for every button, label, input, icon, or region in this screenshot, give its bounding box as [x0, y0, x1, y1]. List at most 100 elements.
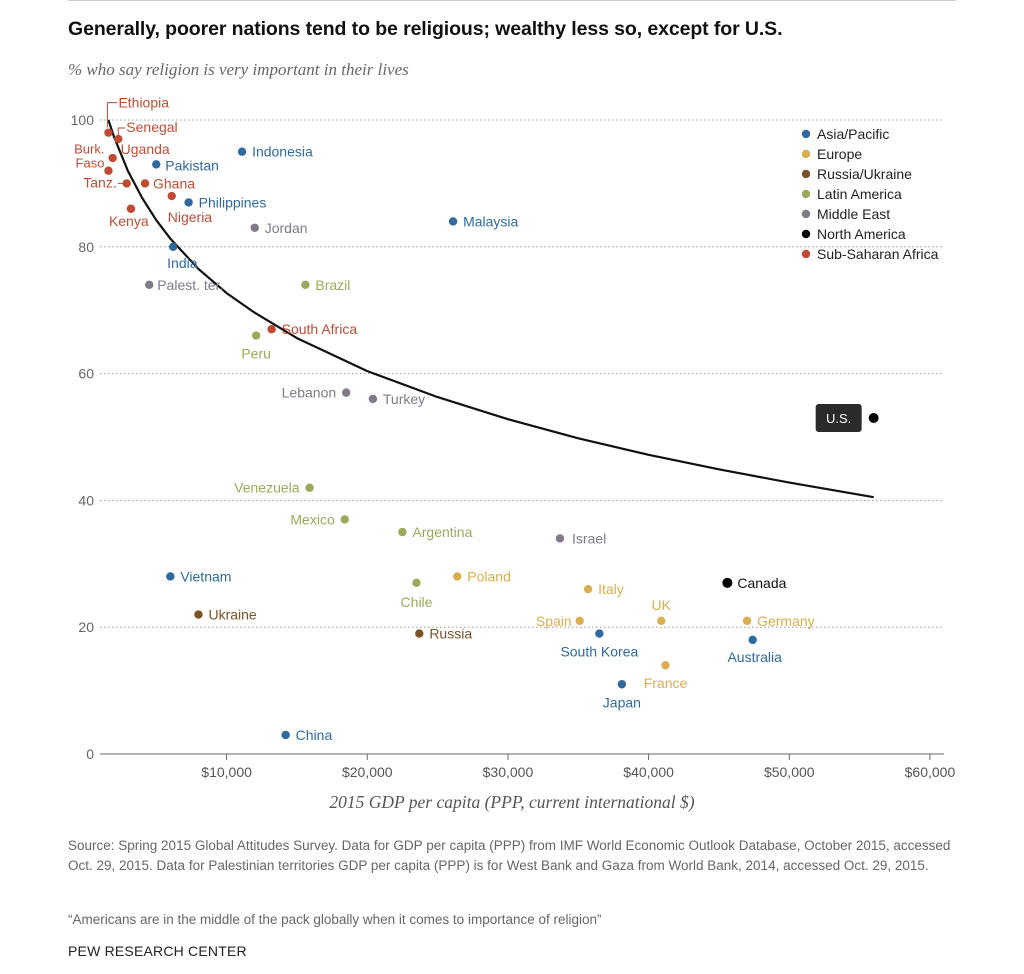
point-label: Spain [536, 613, 572, 629]
x-tick-label: $40,000 [623, 764, 674, 780]
point-label: Ukraine [208, 607, 256, 623]
malaysia-dot [448, 217, 458, 226]
chart-title: Generally, poorer nations tend to be rel… [68, 18, 783, 40]
leader-line [117, 127, 126, 136]
point-label: Nigeria [168, 209, 213, 225]
data-points: Ethiopia Senegal Uganda Burk.Faso Tanz. Ghana… [74, 95, 879, 743]
point-label: Senegal [126, 119, 177, 135]
x-tick-label: $60,000 [905, 764, 956, 780]
legend-swatch [801, 189, 811, 199]
australia-dot [748, 635, 757, 645]
us-callout-box [815, 403, 862, 432]
poland-dot [453, 572, 462, 581]
mexico-dot [340, 515, 349, 524]
y-tick-label: 20 [78, 619, 94, 635]
point-label: Russia [429, 626, 472, 642]
point-label: Peru [241, 346, 271, 362]
legend-label: Europe [817, 146, 862, 162]
u-s-dot [868, 412, 879, 423]
legend-swatch [801, 249, 811, 259]
point-label: Brazil [315, 277, 350, 293]
china-dot [281, 730, 290, 740]
legend-label: Latin America [817, 186, 902, 202]
x-axis-label: 2015 GDP per capita (PPP, current intern… [329, 792, 694, 812]
point-label: Chile [401, 594, 433, 610]
point-label: Israel [572, 530, 606, 546]
y-tick-label: 0 [86, 746, 94, 762]
point-label: China [296, 727, 333, 743]
indonesia-dot [237, 147, 247, 156]
tanz-dot [122, 179, 131, 188]
point-label: Malaysia [463, 213, 518, 229]
point-label: Vietnam [180, 568, 231, 584]
russia-dot [415, 629, 424, 638]
top-rule [68, 0, 956, 1]
legend-label: Asia/Pacific [817, 126, 889, 142]
turkey-dot [368, 394, 378, 404]
peru-dot [251, 331, 261, 340]
point-label: Palest. ter. [157, 277, 223, 293]
chart-subtitle: % who say religion is very important in … [68, 60, 409, 79]
jordan-dot [250, 223, 259, 232]
axes: 0 20 40 60 80 100 $10,000 $20,000 $30,000 $40,000… [71, 112, 956, 780]
spain-dot [575, 616, 584, 626]
leader-line [106, 102, 118, 128]
legend-label: Sub-Saharan Africa [817, 246, 939, 262]
y-tick-label: 40 [78, 492, 94, 508]
italy-dot [583, 584, 593, 594]
ghana-dot [140, 179, 150, 188]
uk-dot [657, 616, 666, 626]
point-label: Burk. [74, 142, 104, 157]
x-tick-label: $20,000 [342, 764, 393, 780]
legend-swatch [801, 129, 811, 139]
legend-swatch [801, 169, 811, 179]
legend-swatch [801, 149, 811, 159]
trend-line [107, 119, 874, 499]
point-label: Uganda [121, 141, 170, 157]
lebanon-dot [341, 388, 351, 397]
point-label: South Korea [560, 644, 638, 660]
south-korea-dot [595, 629, 604, 638]
palest-ter-dot [145, 280, 154, 290]
burk-faso-dot [104, 166, 113, 175]
x-tick-label: $30,000 [483, 764, 534, 780]
point-label: Kenya [109, 213, 149, 229]
legend-label: North America [817, 226, 906, 242]
point-label: Australia [727, 649, 782, 665]
x-tick-label: $10,000 [201, 764, 252, 780]
point-label: Philippines [199, 194, 267, 210]
point-label: Ethiopia [118, 95, 169, 111]
argentina-dot [398, 527, 407, 537]
brazil-dot [301, 280, 310, 290]
scatter-chart: 0 20 40 60 80 100 $10,000 $20,000 $30,000 $40,000… [71, 95, 956, 812]
point-label: Poland [467, 568, 511, 584]
point-label: Turkey [383, 391, 425, 407]
legend-label: Russia/Ukraine [817, 166, 912, 182]
point-label: Japan [603, 694, 641, 710]
point-label: India [167, 255, 198, 271]
y-tick-label: 60 [78, 366, 94, 382]
chile-dot [412, 578, 421, 588]
philippines-dot [184, 198, 193, 207]
france-dot [661, 661, 670, 670]
point-label: Mexico [290, 511, 335, 527]
pew-brand: PEW RESEARCH CENTER [68, 943, 247, 959]
ethiopia-dot [104, 128, 113, 137]
legend: Asia/Pacific Europe Russia/Ukraine Latin Am… [801, 126, 939, 262]
legend-label: Middle East [817, 206, 890, 222]
legend-swatch [801, 209, 811, 219]
source-note: Source: Spring 2015 Global Attitudes Sur… [68, 838, 951, 873]
point-label: Germany [757, 613, 815, 629]
nigeria-dot [167, 191, 176, 201]
quote-text: “Americans are in the middle of the pack… [68, 912, 602, 927]
vietnam-dot [166, 572, 175, 581]
japan-dot [617, 680, 627, 689]
point-label: U.S. [826, 411, 851, 426]
point-label: South Africa [282, 321, 358, 337]
point-label: Tanz. [83, 174, 116, 190]
venezuela-dot [305, 483, 314, 492]
ukraine-dot [194, 610, 203, 619]
point-label: Indonesia [252, 144, 313, 160]
india-dot [168, 242, 178, 251]
senegal-dot [114, 134, 123, 144]
